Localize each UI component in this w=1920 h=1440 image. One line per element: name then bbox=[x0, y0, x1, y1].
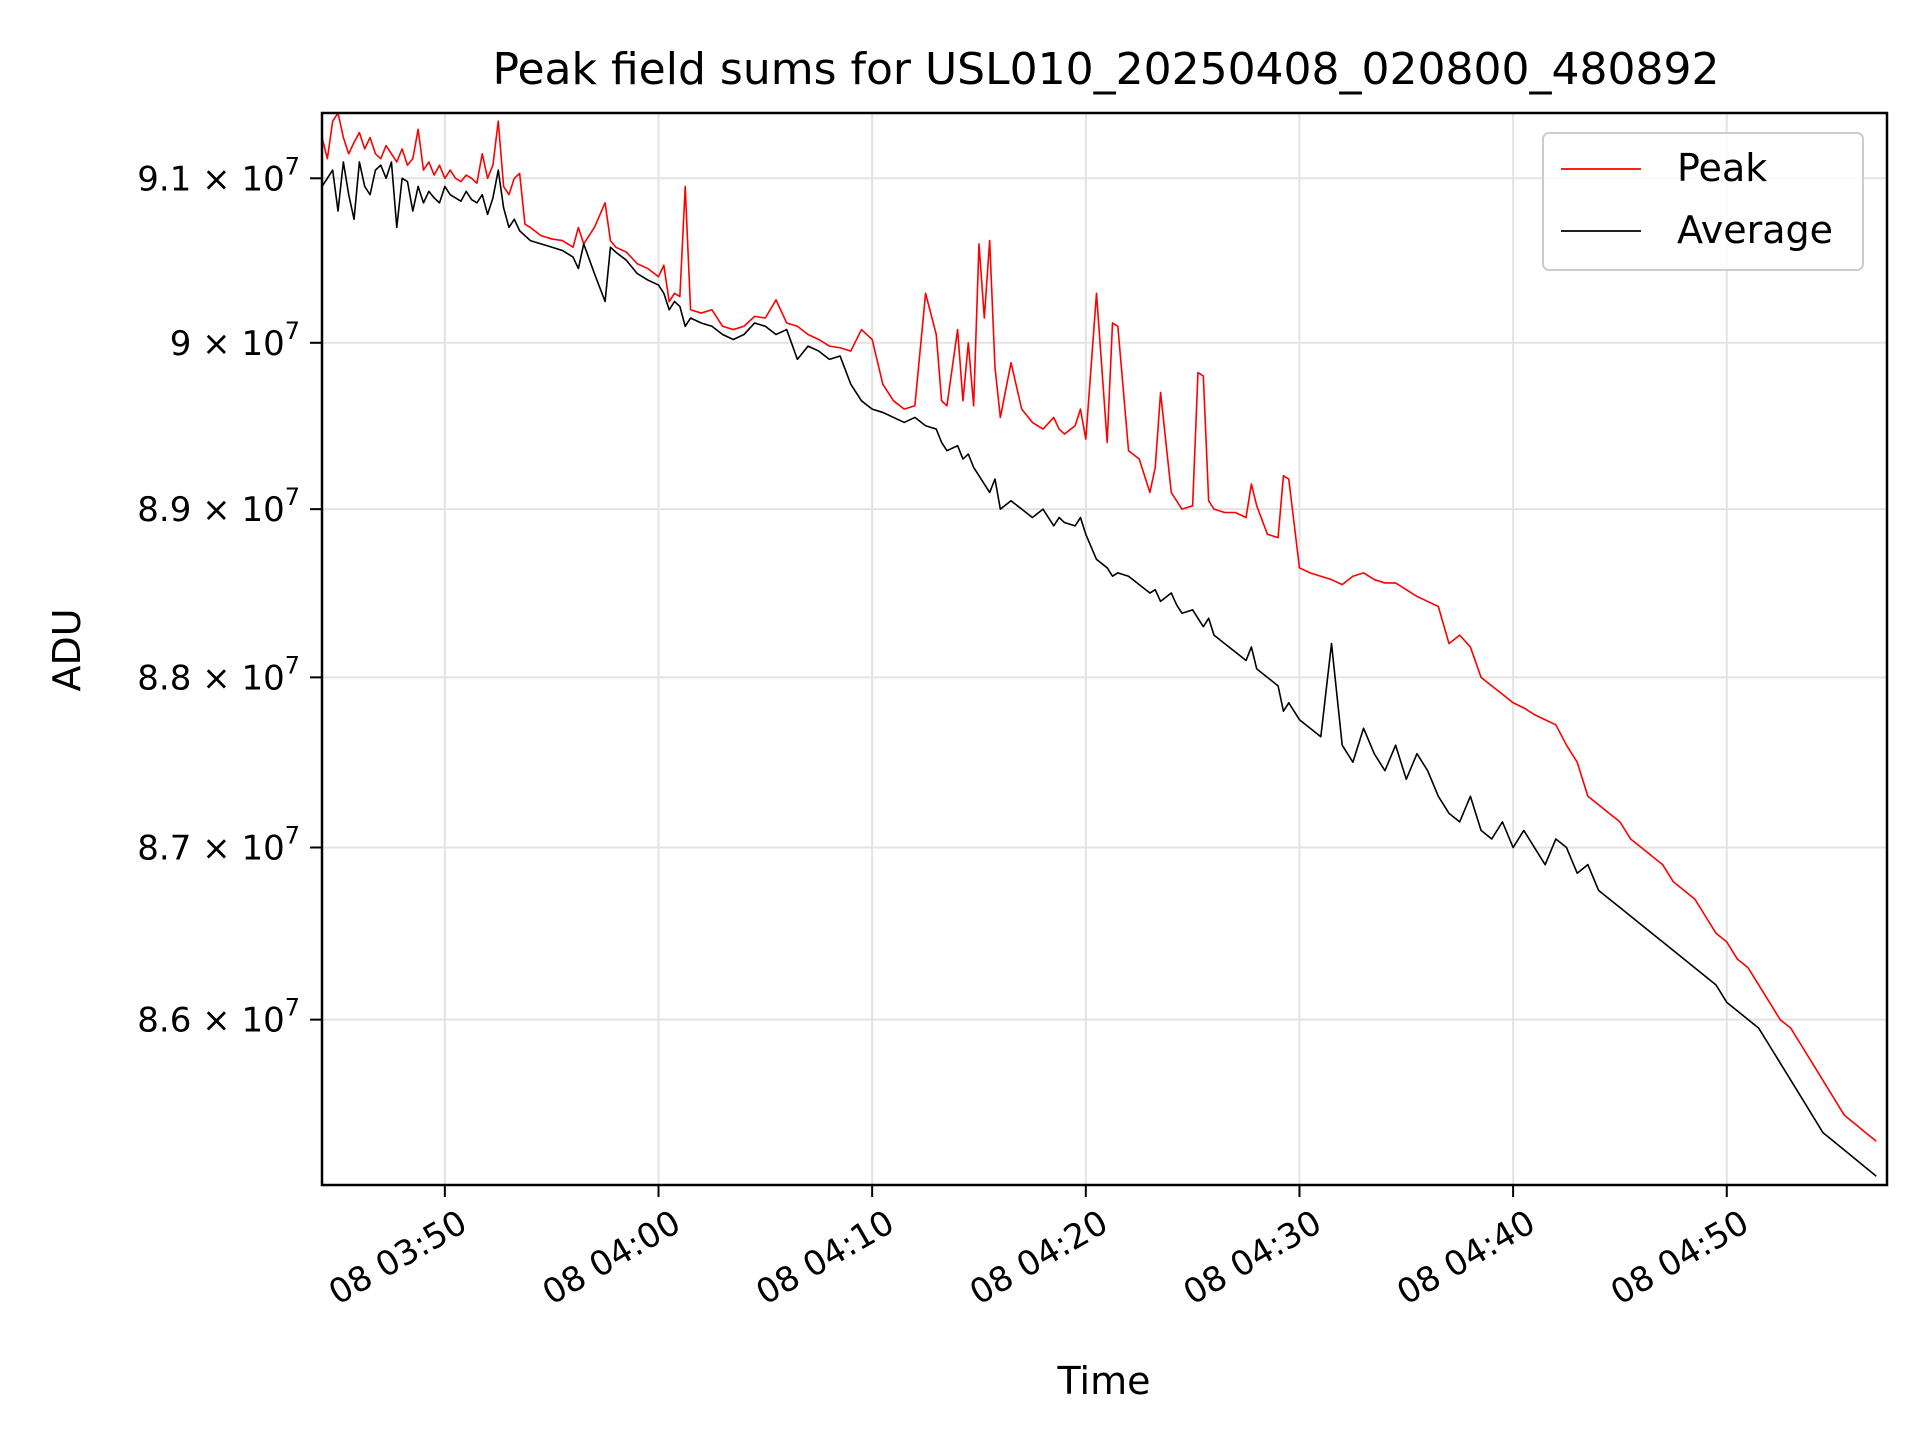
y-tick-label: 9 × 107 bbox=[170, 317, 300, 364]
y-tick-exponent: 7 bbox=[285, 994, 300, 1022]
y-tick-label: 9.1 × 107 bbox=[137, 152, 300, 199]
y-tick-mantissa: 8.8 × 10 bbox=[137, 658, 284, 698]
plot-frame bbox=[320, 111, 1889, 1187]
y-axis-label: ADU bbox=[45, 608, 89, 691]
y-tick-exponent: 7 bbox=[285, 317, 300, 345]
y-tick-label: 8.9 × 107 bbox=[137, 483, 300, 530]
series-layer bbox=[322, 113, 1877, 1177]
y-tick-mantissa: 9.1 × 10 bbox=[137, 159, 284, 199]
chart-title: Peak field sums for USL010_20250408_0208… bbox=[493, 44, 1720, 95]
y-tick-mantissa: 8.9 × 10 bbox=[137, 490, 284, 530]
y-tick-exponent: 7 bbox=[285, 152, 300, 180]
y-tick-label: 8.8 × 107 bbox=[137, 651, 300, 698]
y-tick-label: 8.6 × 107 bbox=[137, 994, 300, 1041]
legend: Peak Average bbox=[1542, 132, 1864, 271]
series-line-average bbox=[322, 161, 1877, 1177]
series-line-peak bbox=[322, 113, 1877, 1142]
gridlines bbox=[322, 113, 1887, 1185]
y-tick-mantissa: 9 × 10 bbox=[170, 324, 285, 364]
y-tick-mantissa: 8.6 × 10 bbox=[137, 1001, 284, 1041]
y-tick-exponent: 7 bbox=[285, 651, 300, 679]
legend-label-peak: Peak bbox=[1677, 146, 1767, 190]
y-tick-exponent: 7 bbox=[285, 483, 300, 511]
legend-label-average: Average bbox=[1677, 208, 1833, 252]
y-tick-exponent: 7 bbox=[285, 822, 300, 850]
x-axis-label: Time bbox=[1057, 1359, 1151, 1403]
y-tick-label: 8.7 × 107 bbox=[137, 822, 300, 869]
legend-box bbox=[1542, 132, 1864, 271]
y-tick-mantissa: 8.7 × 10 bbox=[137, 829, 284, 869]
